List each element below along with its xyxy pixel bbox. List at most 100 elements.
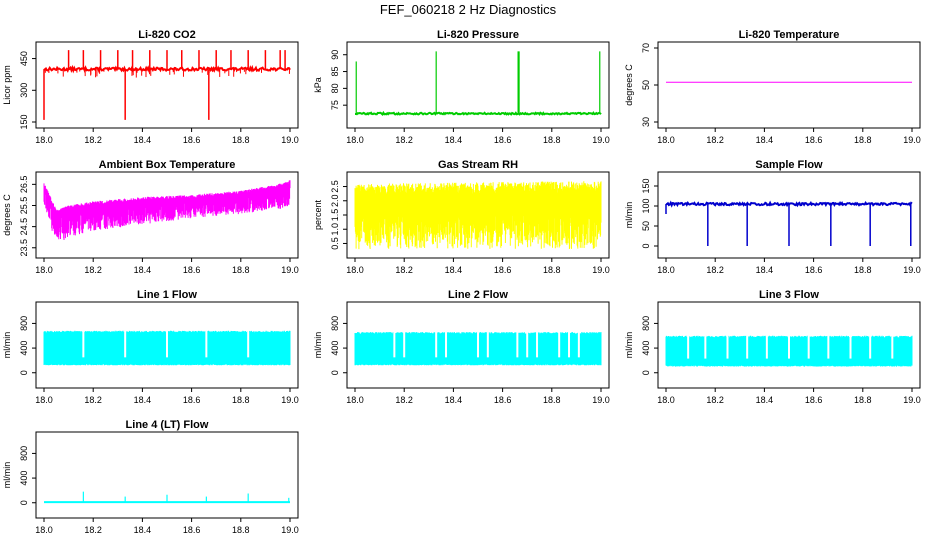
y-axis-label: percent bbox=[313, 199, 323, 230]
plot-frame bbox=[35, 301, 299, 389]
x-tick-label: 18.8 bbox=[232, 135, 250, 145]
x-tick-label: 18.6 bbox=[805, 265, 823, 275]
chart-5: Sample Flow ml/min 0 50 100 150 18.0 18.2 18.4 18… bbox=[624, 159, 921, 275]
plot-frame bbox=[657, 41, 921, 129]
x-tick-label: 18.4 bbox=[445, 135, 463, 145]
plot-frame bbox=[35, 431, 299, 519]
series-line bbox=[355, 110, 602, 117]
flow-gap bbox=[577, 330, 580, 358]
x-tick-label: 19.0 bbox=[281, 135, 299, 145]
y-tick-label: 2.5 bbox=[330, 180, 340, 193]
x-tick-label: 18.0 bbox=[346, 135, 364, 145]
chart-title: Sample Flow bbox=[755, 159, 823, 171]
y-tick-label: 2.0 bbox=[330, 195, 340, 208]
x-tick-label: 18.2 bbox=[395, 135, 413, 145]
flow-gap bbox=[869, 333, 872, 359]
y-axis-label: ml/min bbox=[2, 332, 12, 359]
flow-gap bbox=[568, 330, 571, 358]
flow-gap bbox=[486, 330, 489, 358]
chart-9: Line 4 (LT) Flow ml/min 0 400 800 18.0 18.2 18.… bbox=[2, 419, 299, 535]
chart-title: Line 3 Flow bbox=[759, 289, 819, 301]
chart-6: Line 1 Flow ml/min 0 400 800 18.0 18.2 18.4 18.6… bbox=[2, 289, 299, 405]
x-tick-label: 18.0 bbox=[35, 265, 53, 275]
y-tick-label: 26.5 bbox=[19, 176, 29, 194]
chart-title: Line 2 Flow bbox=[448, 289, 508, 301]
x-tick-label: 18.6 bbox=[805, 135, 823, 145]
series-band bbox=[43, 180, 291, 240]
flow-gap bbox=[807, 333, 810, 359]
y-tick-label: 800 bbox=[19, 316, 29, 331]
chart-title: Gas Stream RH bbox=[438, 159, 518, 171]
chart-8: Line 3 Flow ml/min 0 400 800 18.0 18.2 18.4 18.6… bbox=[624, 289, 921, 405]
x-tick-label: 18.0 bbox=[35, 135, 53, 145]
x-tick-label: 18.4 bbox=[445, 395, 463, 405]
plot-frame bbox=[657, 171, 921, 259]
y-tick-label: 85 bbox=[330, 67, 340, 77]
y-tick-label: 1.5 bbox=[330, 209, 340, 222]
chart-title: Li-820 Pressure bbox=[437, 29, 519, 41]
x-tick-label: 18.2 bbox=[395, 395, 413, 405]
x-tick-label: 18.4 bbox=[756, 135, 774, 145]
x-tick-label: 18.8 bbox=[232, 265, 250, 275]
x-tick-label: 18.6 bbox=[494, 395, 512, 405]
x-tick-label: 18.2 bbox=[84, 395, 102, 405]
y-tick-label: 50 bbox=[641, 221, 651, 231]
x-tick-label: 18.6 bbox=[183, 135, 201, 145]
flow-gap bbox=[849, 333, 852, 359]
x-tick-label: 19.0 bbox=[281, 265, 299, 275]
flow-gap bbox=[788, 333, 790, 359]
x-tick-label: 18.2 bbox=[706, 135, 724, 145]
x-tick-label: 18.4 bbox=[756, 265, 774, 275]
y-tick-label: 25.5 bbox=[19, 197, 29, 215]
y-axis-label: ml/min bbox=[624, 332, 634, 359]
chart-1: Li-820 Pressure kPa 75 80 85 90 18.0 18.2 18.4 18… bbox=[313, 29, 610, 145]
x-tick-label: 18.4 bbox=[134, 525, 152, 535]
y-tick-label: 80 bbox=[330, 83, 340, 93]
flow-gap bbox=[526, 330, 529, 358]
x-tick-label: 18.4 bbox=[134, 395, 152, 405]
series-band bbox=[354, 181, 602, 250]
x-tick-label: 19.0 bbox=[903, 265, 921, 275]
figure-title: FEF_060218 2 Hz Diagnostics bbox=[379, 2, 557, 17]
x-tick-label: 18.0 bbox=[657, 265, 675, 275]
y-tick-label: 0 bbox=[641, 370, 651, 375]
x-tick-label: 18.2 bbox=[84, 265, 102, 275]
y-tick-label: 30 bbox=[641, 117, 651, 127]
plot-frame bbox=[657, 301, 921, 389]
flow-gap bbox=[746, 333, 749, 359]
flow-gap bbox=[477, 330, 479, 358]
flow-gap bbox=[205, 328, 208, 358]
y-tick-label: 0 bbox=[19, 500, 29, 505]
y-tick-label: 450 bbox=[19, 51, 29, 66]
flow-gap bbox=[726, 333, 729, 359]
flow-gap bbox=[536, 330, 539, 358]
y-axis-label: ml/min bbox=[313, 332, 323, 359]
plot-frame bbox=[35, 41, 299, 129]
flow-gap bbox=[82, 328, 85, 358]
y-axis-label: Licor ppm bbox=[2, 65, 12, 105]
y-tick-label: 400 bbox=[641, 341, 651, 356]
x-tick-label: 18.2 bbox=[706, 265, 724, 275]
x-tick-label: 18.6 bbox=[494, 265, 512, 275]
y-axis-label: ml/min bbox=[2, 462, 12, 489]
y-tick-label: 0 bbox=[19, 370, 29, 375]
x-tick-label: 18.8 bbox=[543, 135, 561, 145]
y-axis-label: degrees C bbox=[624, 64, 634, 106]
chart-title: Line 1 Flow bbox=[137, 289, 197, 301]
x-tick-label: 18.4 bbox=[134, 265, 152, 275]
y-tick-label: 50 bbox=[641, 80, 651, 90]
plot-frame bbox=[35, 171, 299, 259]
x-tick-label: 18.8 bbox=[854, 395, 872, 405]
flow-gap bbox=[393, 330, 396, 358]
chart-2: Li-820 Temperature degrees C 30 50 70 18.0 18.… bbox=[624, 29, 921, 145]
flow-gap bbox=[445, 330, 448, 358]
chart-title: Line 4 (LT) Flow bbox=[126, 419, 209, 431]
flow-gap bbox=[166, 328, 168, 358]
y-tick-label: 90 bbox=[330, 50, 340, 60]
flow-gap bbox=[891, 333, 894, 359]
flow-gap bbox=[516, 330, 519, 358]
x-tick-label: 18.8 bbox=[854, 135, 872, 145]
x-tick-label: 18.8 bbox=[854, 265, 872, 275]
x-tick-label: 18.2 bbox=[84, 525, 102, 535]
